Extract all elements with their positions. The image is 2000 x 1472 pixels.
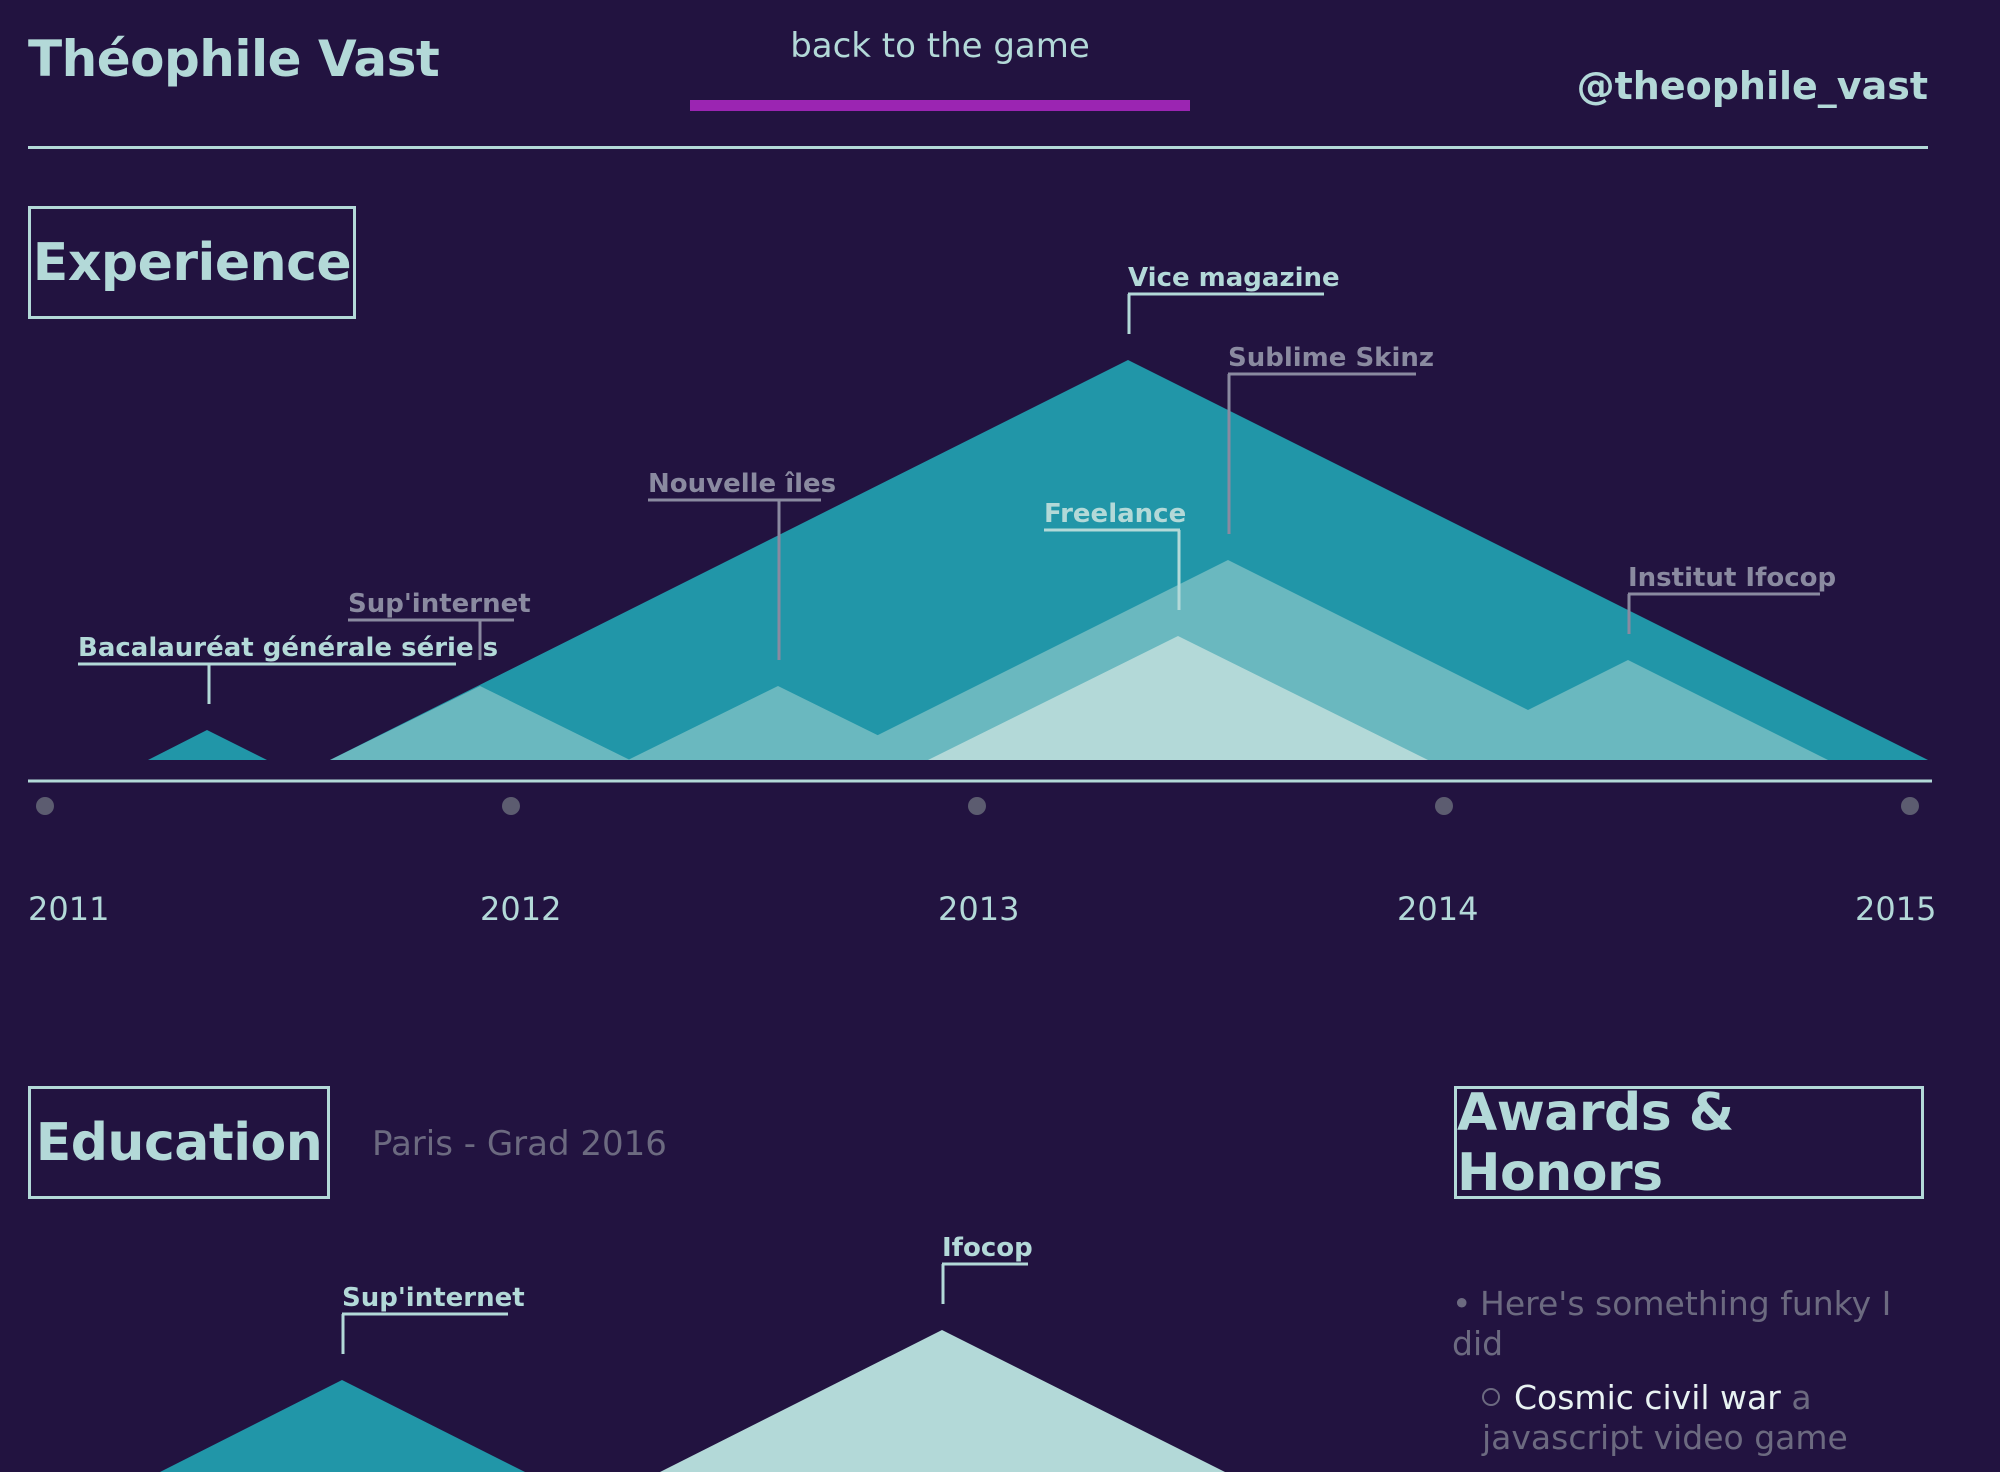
label-bacalaureat-text: Bacalauréat générale série s (78, 633, 498, 663)
header-divider (28, 146, 1928, 149)
edu-mountain-supinternet (160, 1380, 525, 1472)
mountain-institut-ifocop (1428, 660, 1828, 760)
edu-label-supinternet-text: Sup'internet (342, 1283, 525, 1313)
year-dot-2015 (1901, 797, 1919, 815)
label-vice-magazine[interactable]: Vice magazine (1127, 263, 1340, 334)
label-nouvelle-iles-text: Nouvelle îles (648, 469, 836, 499)
mountain-vice-magazine (330, 360, 1928, 760)
year-dot-2011 (36, 797, 54, 815)
cosmic-civil-war-link[interactable]: Cosmic civil war (1514, 1378, 1781, 1417)
awards-item: • Here's something funky I did (1452, 1284, 1952, 1364)
label-institut-ifocop[interactable]: Institut Ifocop (1627, 563, 1836, 634)
label-freelance-text: Freelance (1044, 499, 1186, 529)
year-label-2014: 2014 (1397, 890, 1478, 928)
edu-label-ifocop[interactable]: Ifocop (941, 1233, 1033, 1304)
year-dot-2014 (1435, 797, 1453, 815)
year-label-2011: 2011 (28, 890, 109, 928)
experience-heading: Experience (28, 206, 356, 319)
label-supinternet[interactable]: Sup'internet (348, 589, 531, 660)
label-freelance[interactable]: Freelance (1044, 499, 1186, 610)
mountain-bacalaureat (148, 730, 267, 760)
label-institut-ifocop-text: Institut Ifocop (1628, 563, 1836, 593)
year-label-2013: 2013 (938, 890, 1019, 928)
edu-mountain-ifocop (660, 1330, 1225, 1472)
label-supinternet-text: Sup'internet (348, 589, 531, 619)
year-label-2012: 2012 (480, 890, 561, 928)
label-vice-magazine-text: Vice magazine (1128, 263, 1340, 293)
awards-subitem: Cosmic civil war a javascript video game (1452, 1378, 1952, 1458)
back-to-game-link[interactable]: back to the game (790, 26, 1090, 66)
back-link-underline (690, 100, 1190, 111)
year-label-2015: 2015 (1855, 890, 1936, 928)
education-heading: Education (28, 1086, 330, 1199)
year-dot-2013 (968, 797, 986, 815)
twitter-handle-link[interactable]: @theophile_vast (1576, 64, 1928, 108)
awards-heading: Awards & Honors (1454, 1083, 1924, 1203)
year-dot-2012 (502, 797, 520, 815)
awards-item-text: Here's something funky I did (1452, 1284, 1892, 1363)
mountain-supinternet (330, 686, 630, 760)
awards-list: • Here's something funky I did Cosmic civ… (1452, 1284, 1952, 1458)
mountain-freelance (928, 636, 1428, 760)
label-nouvelle-iles[interactable]: Nouvelle îles (648, 469, 836, 660)
edu-label-ifocop-text: Ifocop (942, 1233, 1033, 1263)
label-sublime-skinz-text: Sublime Skinz (1228, 343, 1434, 373)
education-subtitle: Paris - Grad 2016 (372, 1124, 667, 1164)
bullet-icon: • (1452, 1284, 1472, 1323)
awards-subitem-description: a javascript video game (1482, 1378, 1848, 1457)
label-sublime-skinz[interactable]: Sublime Skinz (1227, 343, 1434, 534)
site-title: Théophile Vast (28, 30, 440, 88)
mountain-nouvelle-iles (628, 686, 928, 760)
mountain-sublime-skinz (828, 560, 1628, 760)
circle-bullet-icon (1482, 1387, 1500, 1406)
label-bacalaureat[interactable]: Bacalauréat générale série s (78, 633, 498, 704)
edu-label-supinternet[interactable]: Sup'internet (341, 1283, 525, 1354)
